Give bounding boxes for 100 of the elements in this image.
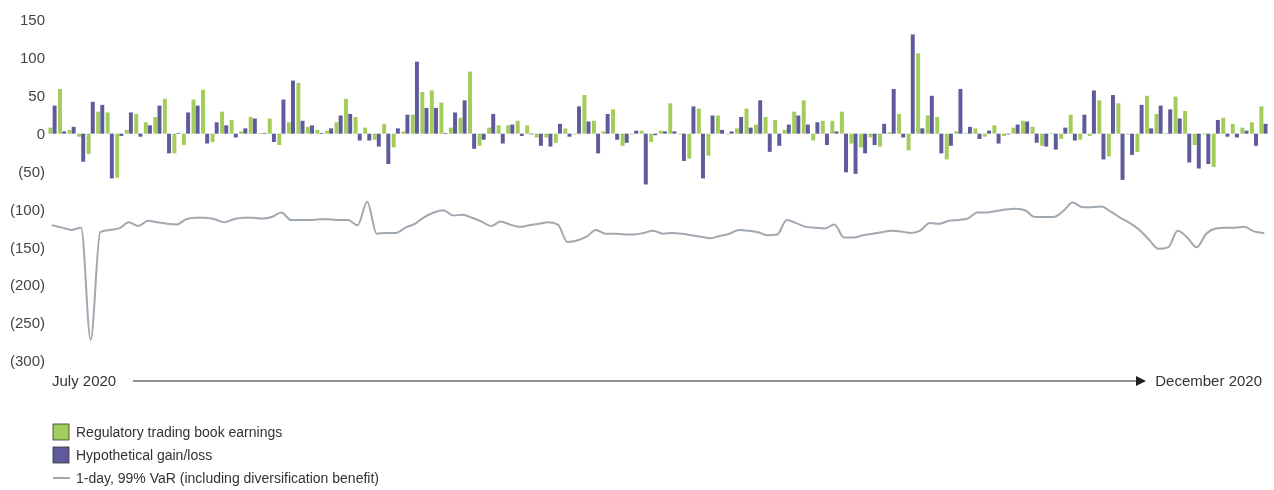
bar — [906, 133, 911, 151]
bar — [715, 115, 720, 134]
bar — [735, 128, 739, 134]
bar — [748, 127, 753, 134]
bar — [491, 113, 496, 134]
bar — [1168, 109, 1173, 134]
bar — [1030, 126, 1035, 134]
bar — [515, 120, 520, 134]
bar — [414, 61, 419, 134]
bar — [214, 122, 219, 134]
bar — [324, 130, 329, 134]
bar — [401, 131, 406, 134]
bar — [128, 112, 133, 134]
bar — [696, 108, 701, 134]
bar — [277, 133, 282, 146]
bar — [448, 127, 453, 134]
bar — [1097, 100, 1102, 134]
legend-label: Regulatory trading book earnings — [76, 423, 283, 440]
bar — [62, 131, 67, 134]
bar — [71, 126, 76, 134]
bar — [472, 133, 477, 149]
bar — [462, 100, 467, 134]
bar — [353, 117, 358, 134]
text: December 2020 — [1155, 372, 1262, 389]
bar — [1254, 133, 1258, 146]
bar — [706, 133, 711, 156]
bar — [96, 111, 101, 134]
bar — [1177, 118, 1182, 134]
y-tick-label: (100) — [9, 200, 45, 218]
bar — [1068, 114, 1073, 134]
y-tick-label: 0 — [36, 124, 45, 142]
bar — [538, 133, 543, 146]
y-tick-label: (200) — [9, 276, 45, 294]
y-tick-label: 50 — [28, 87, 45, 105]
bar — [643, 133, 648, 185]
bar — [458, 117, 463, 134]
y-tick-label: (300) — [9, 352, 45, 370]
bar — [853, 133, 858, 174]
bar — [134, 113, 139, 134]
bar — [453, 112, 458, 134]
bar — [1225, 133, 1230, 137]
bar — [815, 122, 820, 134]
bar — [548, 133, 553, 147]
bar — [405, 114, 410, 134]
bar — [195, 105, 200, 134]
bar — [271, 133, 276, 142]
bar — [115, 133, 120, 178]
bar — [601, 131, 606, 134]
bar — [786, 124, 791, 134]
bar — [639, 130, 644, 134]
bar — [591, 120, 596, 134]
bar — [1196, 133, 1201, 169]
bar — [954, 131, 959, 134]
bar — [758, 100, 763, 134]
bar — [468, 71, 472, 134]
bar — [834, 131, 839, 134]
bar — [830, 120, 835, 134]
bar — [739, 117, 744, 134]
bar — [1015, 124, 1020, 134]
bar — [1106, 133, 1111, 157]
bar — [90, 101, 95, 134]
bar — [662, 131, 667, 134]
bar — [620, 133, 625, 146]
bar — [805, 124, 810, 134]
bar — [167, 133, 171, 154]
bar — [844, 133, 848, 173]
bar — [935, 117, 940, 134]
bar — [48, 127, 53, 134]
bar — [124, 129, 129, 134]
y-tick-label: (150) — [9, 238, 45, 256]
bar — [344, 98, 349, 134]
bar — [996, 133, 1001, 144]
bar — [420, 91, 425, 134]
bar — [1139, 104, 1144, 134]
bar — [210, 133, 215, 142]
bar — [563, 128, 568, 134]
bar — [882, 123, 887, 134]
bar — [668, 103, 673, 134]
bar — [824, 133, 829, 146]
bar — [267, 118, 272, 134]
bar — [1240, 127, 1245, 134]
bar — [944, 133, 949, 160]
bar — [1158, 105, 1163, 134]
bar — [982, 133, 987, 137]
bar — [229, 120, 234, 134]
y-tick-label: 150 — [19, 11, 45, 29]
bar — [897, 113, 902, 134]
bar — [496, 125, 501, 134]
bar — [1063, 127, 1068, 134]
bar — [363, 127, 368, 134]
bar — [281, 99, 286, 134]
bar — [801, 100, 806, 134]
bar — [434, 107, 438, 134]
bar — [386, 133, 391, 164]
bar — [863, 133, 868, 154]
bar — [858, 133, 863, 148]
bar — [577, 106, 582, 134]
bar — [248, 117, 253, 134]
bar — [147, 125, 152, 134]
bar — [329, 128, 334, 134]
